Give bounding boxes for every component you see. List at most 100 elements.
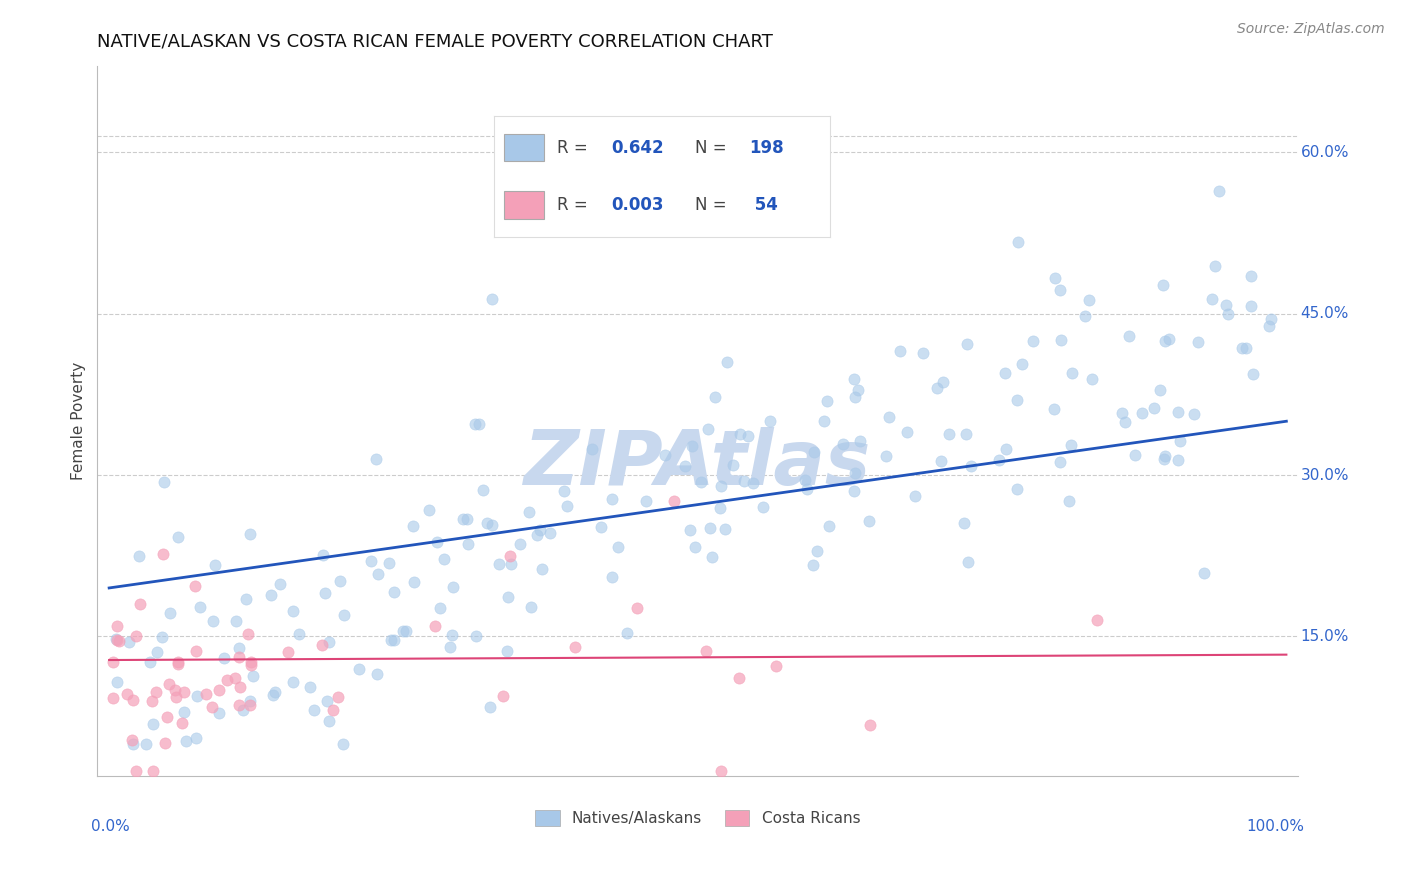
Point [696, 422, 718, 436]
Point [703, 391, 725, 405]
Point [224, 671, 246, 685]
Point [225, 614, 247, 628]
Point [121, 693, 143, 707]
Point [1005, 482, 1028, 496]
Point [382, 632, 405, 647]
Point [315, 694, 337, 708]
Point [240, 655, 263, 669]
Point [1152, 277, 1174, 292]
Point [1142, 401, 1164, 415]
Point [141, 694, 163, 708]
Point [174, 733, 197, 747]
Point [105, 619, 128, 633]
Point [101, 655, 124, 669]
Point [402, 518, 425, 533]
Point [495, 644, 517, 658]
Point [616, 626, 638, 640]
Point [727, 672, 749, 686]
Point [721, 458, 744, 472]
Point [801, 558, 824, 572]
Point [1007, 235, 1029, 249]
Point [815, 394, 838, 409]
Point [425, 619, 447, 633]
Point [122, 737, 145, 751]
Point [759, 414, 782, 428]
Point [478, 699, 501, 714]
Legend: Natives/Alaskans, Costa Ricans: Natives/Alaskans, Costa Ricans [529, 805, 866, 832]
Point [242, 668, 264, 682]
Point [281, 604, 304, 618]
Point [634, 494, 657, 508]
Point [115, 687, 138, 701]
Point [481, 292, 503, 306]
Point [107, 634, 129, 648]
Point [960, 459, 983, 474]
Point [581, 442, 603, 456]
Point [382, 584, 405, 599]
Point [314, 586, 336, 600]
Point [1118, 329, 1140, 343]
Point [955, 427, 977, 442]
Point [239, 694, 262, 708]
Point [312, 548, 335, 562]
Point [208, 682, 231, 697]
Text: Source: ZipAtlas.com: Source: ZipAtlas.com [1237, 22, 1385, 37]
Point [439, 640, 461, 655]
Point [803, 445, 825, 459]
Point [488, 557, 510, 571]
Point [1167, 405, 1189, 419]
Point [1049, 283, 1071, 297]
Point [281, 674, 304, 689]
Point [957, 555, 980, 569]
Point [938, 426, 960, 441]
Point [709, 501, 731, 516]
Point [402, 574, 425, 589]
Point [184, 644, 207, 658]
Point [952, 516, 974, 530]
Point [904, 489, 927, 503]
Text: 45.0%: 45.0% [1301, 306, 1348, 321]
Point [228, 641, 250, 656]
Point [212, 651, 235, 665]
Point [710, 479, 733, 493]
Point [472, 483, 495, 498]
Point [1123, 448, 1146, 462]
Point [166, 690, 188, 704]
Point [440, 627, 463, 641]
Text: 100.0%: 100.0% [1246, 819, 1305, 834]
Point [232, 703, 254, 717]
Point [1011, 357, 1033, 371]
Point [681, 439, 703, 453]
Point [329, 574, 352, 588]
Point [987, 452, 1010, 467]
Point [538, 526, 561, 541]
Point [832, 437, 855, 451]
Point [1114, 415, 1136, 429]
Point [186, 731, 208, 745]
Point [298, 680, 321, 694]
Point [1218, 307, 1240, 321]
Point [172, 716, 194, 731]
Point [1167, 453, 1189, 467]
Point [1057, 494, 1080, 508]
Point [1130, 405, 1153, 419]
Point [1208, 184, 1230, 198]
Point [156, 710, 179, 724]
Point [165, 683, 187, 698]
Point [1042, 402, 1064, 417]
Point [889, 344, 911, 359]
Point [1234, 341, 1257, 355]
Point [695, 643, 717, 657]
Point [141, 717, 163, 731]
Point [464, 417, 486, 432]
Point [499, 549, 522, 563]
Point [496, 590, 519, 604]
Point [105, 675, 128, 690]
Point [121, 732, 143, 747]
Point [378, 556, 401, 570]
Point [166, 530, 188, 544]
Point [101, 691, 124, 706]
Point [1085, 613, 1108, 627]
Point [1215, 298, 1237, 312]
Point [429, 600, 451, 615]
